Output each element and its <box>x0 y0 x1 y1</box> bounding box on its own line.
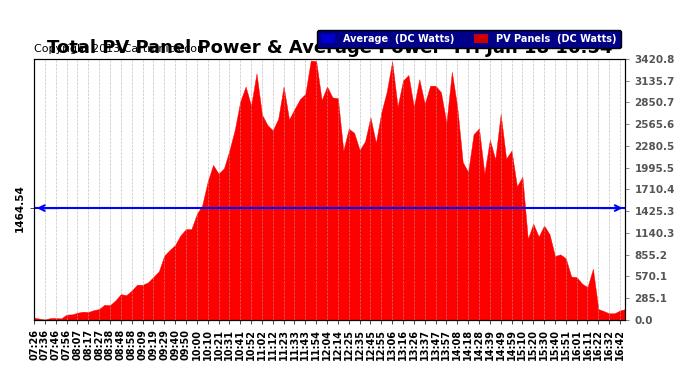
Legend: Average  (DC Watts), PV Panels  (DC Watts): Average (DC Watts), PV Panels (DC Watts) <box>317 30 620 48</box>
Text: Copyright 2013 Cartronics.com: Copyright 2013 Cartronics.com <box>34 44 208 54</box>
Title: Total PV Panel Power & Average Power  Fri Jan 18 16:54: Total PV Panel Power & Average Power Fri… <box>47 39 613 57</box>
